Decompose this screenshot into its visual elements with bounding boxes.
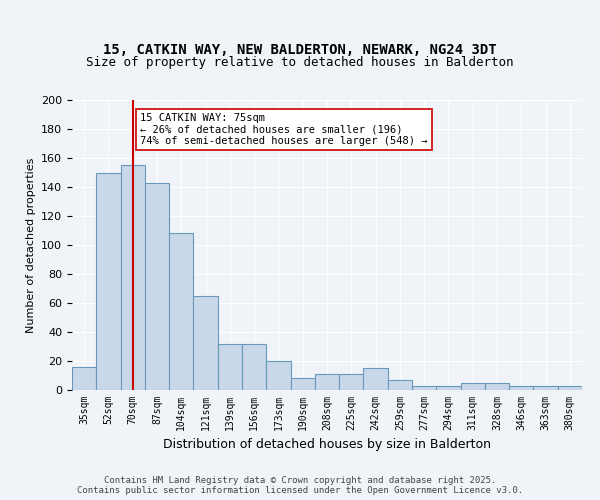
Bar	[412, 386, 436, 390]
Text: Size of property relative to detached houses in Balderton: Size of property relative to detached ho…	[86, 56, 514, 69]
Bar	[193, 296, 218, 390]
Bar	[290, 378, 315, 390]
Bar	[388, 380, 412, 390]
Text: 15 CATKIN WAY: 75sqm
← 26% of detached houses are smaller (196)
74% of semi-deta: 15 CATKIN WAY: 75sqm ← 26% of detached h…	[140, 113, 427, 146]
Bar	[533, 386, 558, 390]
Bar	[364, 368, 388, 390]
Bar	[72, 367, 96, 390]
Bar	[461, 383, 485, 390]
Bar	[509, 386, 533, 390]
Bar	[96, 172, 121, 390]
Bar	[558, 386, 582, 390]
Y-axis label: Number of detached properties: Number of detached properties	[26, 158, 35, 332]
Bar	[218, 344, 242, 390]
Bar	[242, 344, 266, 390]
Text: Contains HM Land Registry data © Crown copyright and database right 2025.
Contai: Contains HM Land Registry data © Crown c…	[77, 476, 523, 495]
Bar	[121, 165, 145, 390]
Bar	[315, 374, 339, 390]
Bar	[436, 386, 461, 390]
Bar	[339, 374, 364, 390]
Text: 15, CATKIN WAY, NEW BALDERTON, NEWARK, NG24 3DT: 15, CATKIN WAY, NEW BALDERTON, NEWARK, N…	[103, 44, 497, 58]
Bar	[266, 361, 290, 390]
X-axis label: Distribution of detached houses by size in Balderton: Distribution of detached houses by size …	[163, 438, 491, 452]
Bar	[169, 234, 193, 390]
Bar	[485, 383, 509, 390]
Bar	[145, 182, 169, 390]
